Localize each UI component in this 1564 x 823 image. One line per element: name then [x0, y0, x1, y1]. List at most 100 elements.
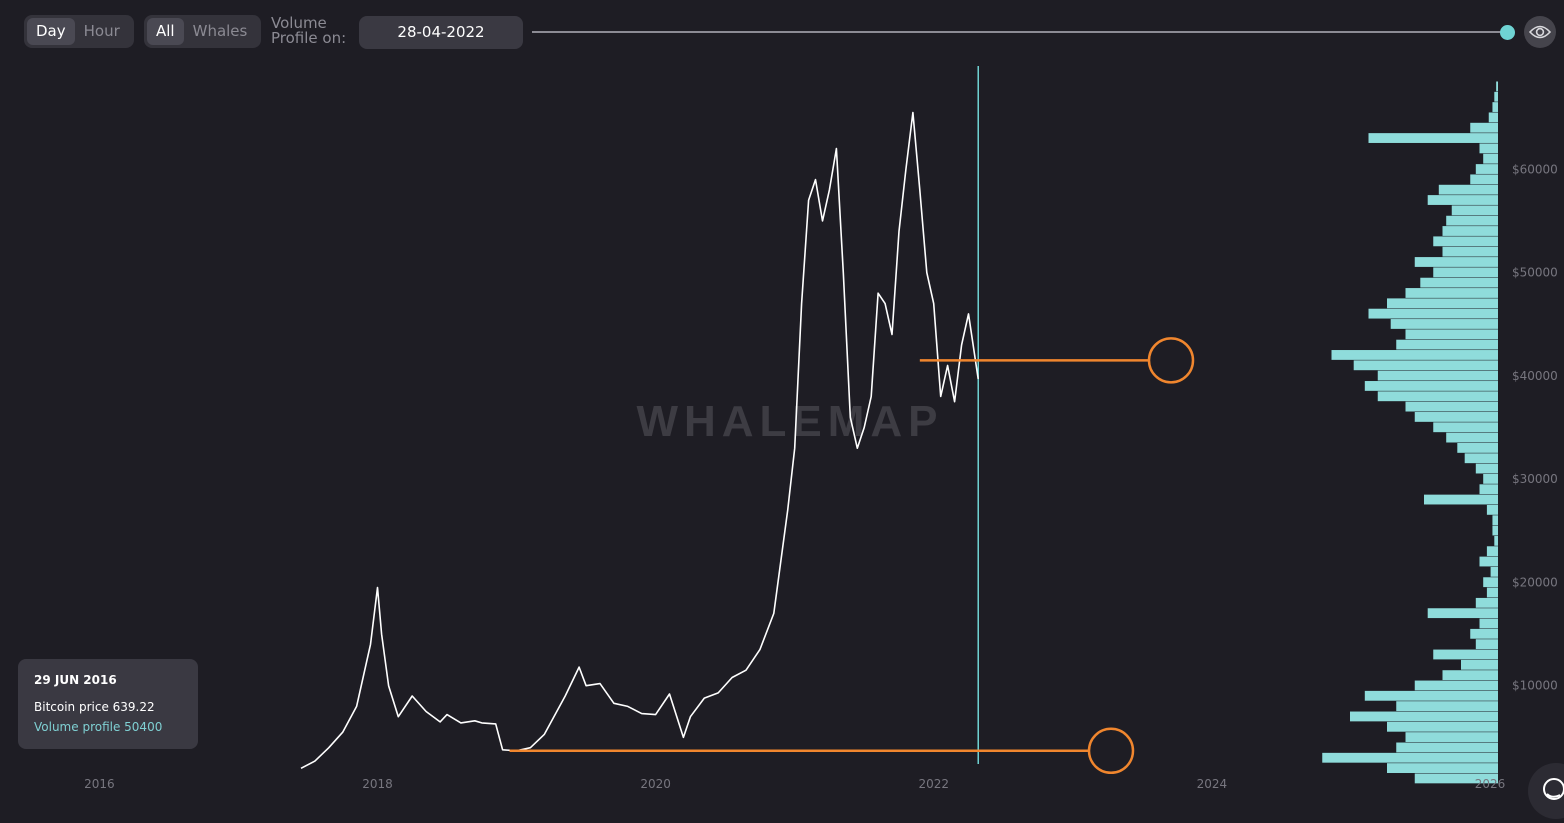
- day-button[interactable]: Day: [27, 18, 75, 45]
- volume-bar: [1396, 339, 1498, 350]
- volume-bar: [1486, 546, 1498, 557]
- volume-bar: [1446, 432, 1498, 443]
- volume-bar: [1479, 618, 1498, 629]
- volume-bar: [1427, 195, 1498, 205]
- date-slider-track[interactable]: [532, 31, 1508, 33]
- volume-bar: [1470, 122, 1498, 133]
- volume-bar: [1442, 226, 1498, 236]
- price-line: [300, 111, 979, 770]
- volume-bar: [1475, 463, 1498, 474]
- x-tick-label: 2016: [84, 777, 115, 791]
- volume-bar: [1488, 112, 1498, 123]
- volume-bar: [1387, 763, 1498, 774]
- x-tick-label: 2020: [640, 777, 671, 791]
- volume-bar: [1387, 721, 1498, 732]
- hour-button[interactable]: Hour: [83, 22, 120, 40]
- x-axis: 2016 2018 2020 2022 2024 2026: [84, 777, 1505, 791]
- volume-bar: [1396, 742, 1498, 753]
- volume-bar: [1483, 473, 1498, 484]
- volume-bar: [1405, 732, 1498, 743]
- date-picker[interactable]: 28-04-2022: [359, 16, 523, 49]
- x-tick-label: 2022: [918, 777, 949, 791]
- volume-bar: [1446, 215, 1498, 226]
- volume-bar: [1475, 639, 1498, 650]
- all-button[interactable]: All: [147, 18, 184, 45]
- volume-bar: [1414, 773, 1498, 784]
- y-tick-label: $40000: [1512, 369, 1558, 383]
- volume-profile: [1322, 81, 1498, 784]
- volume-bar: [1470, 628, 1498, 639]
- y-tick-label: $50000: [1512, 266, 1558, 280]
- volume-bar: [1353, 360, 1498, 371]
- y-tick-label: $10000: [1512, 679, 1558, 693]
- volume-bar: [1433, 267, 1498, 278]
- eye-icon[interactable]: [1524, 16, 1556, 48]
- x-tick-label: 2024: [1197, 777, 1228, 791]
- volume-bar: [1433, 236, 1498, 247]
- toolbar: Day Hour All Whales Volume Profile on: 2…: [0, 0, 1564, 64]
- volume-bar: [1390, 319, 1498, 329]
- volume-bar: [1457, 442, 1498, 453]
- chat-bubble-icon[interactable]: [1528, 763, 1564, 819]
- volume-bar: [1322, 752, 1498, 763]
- volume-bar: [1331, 350, 1498, 360]
- volume-bar: [1377, 391, 1498, 402]
- y-axis: $10000 $20000 $30000 $40000 $50000 $60000: [1512, 162, 1558, 692]
- volume-bar: [1350, 711, 1498, 722]
- annotations: [509, 337, 1195, 775]
- volume-bar: [1438, 184, 1498, 195]
- filter-toggle: All Whales: [144, 15, 261, 48]
- volume-bar: [1479, 556, 1498, 567]
- volume-bar: [1442, 670, 1498, 681]
- volume-bar: [1433, 649, 1498, 660]
- tooltip-price: Bitcoin price 639.22: [34, 700, 155, 714]
- y-tick-label: $60000: [1512, 162, 1558, 176]
- volume-bar: [1427, 608, 1498, 619]
- volume-bar: [1494, 535, 1498, 546]
- volume-bar: [1483, 153, 1498, 164]
- volume-bar: [1377, 370, 1498, 381]
- y-tick-label: $30000: [1512, 472, 1558, 486]
- volume-bar: [1414, 680, 1498, 691]
- volume-bar: [1414, 257, 1498, 267]
- volume-bar: [1420, 277, 1498, 288]
- volume-bar: [1475, 597, 1498, 608]
- tooltip-date: 29 JUN 2016: [34, 673, 117, 687]
- volume-bar: [1490, 566, 1498, 577]
- tooltip-volume: Volume profile 50400: [34, 720, 163, 734]
- volume-bar: [1442, 246, 1498, 257]
- volume-bar: [1433, 422, 1498, 433]
- volume-bar: [1496, 81, 1498, 92]
- volume-bar: [1475, 164, 1498, 174]
- volume-bar: [1492, 515, 1498, 526]
- volume-bar: [1424, 494, 1498, 505]
- volume-bar: [1479, 484, 1498, 495]
- volume-bar: [1368, 133, 1498, 143]
- slider-knob-icon[interactable]: [1500, 25, 1515, 40]
- volume-bar: [1461, 659, 1498, 670]
- x-tick-label: 2018: [362, 777, 393, 791]
- x-tick-label: 2026: [1475, 777, 1506, 791]
- volume-bar: [1368, 308, 1498, 319]
- whales-button[interactable]: Whales: [192, 22, 248, 40]
- volume-bar: [1483, 577, 1498, 588]
- volume-bar: [1364, 381, 1498, 391]
- volume-bar: [1486, 504, 1498, 515]
- highlight-circle: [1087, 727, 1135, 775]
- volume-bar: [1492, 102, 1498, 112]
- tooltip-card: 29 JUN 2016 Bitcoin price 639.22 Volume …: [18, 659, 198, 749]
- volume-bar: [1486, 587, 1498, 598]
- watermark: WHALEMAP: [636, 397, 943, 446]
- volume-profile-label: Volume Profile on:: [271, 14, 347, 47]
- y-tick-label: $20000: [1512, 575, 1558, 589]
- volume-bar: [1405, 401, 1498, 412]
- volume-bar: [1470, 174, 1498, 185]
- volume-bar: [1479, 143, 1498, 154]
- volume-bar: [1494, 91, 1498, 102]
- highlight-circle: [1147, 337, 1195, 384]
- volume-bar: [1492, 525, 1498, 536]
- volume-bar: [1396, 701, 1498, 712]
- volume-bar: [1414, 412, 1498, 422]
- volume-bar: [1464, 453, 1498, 464]
